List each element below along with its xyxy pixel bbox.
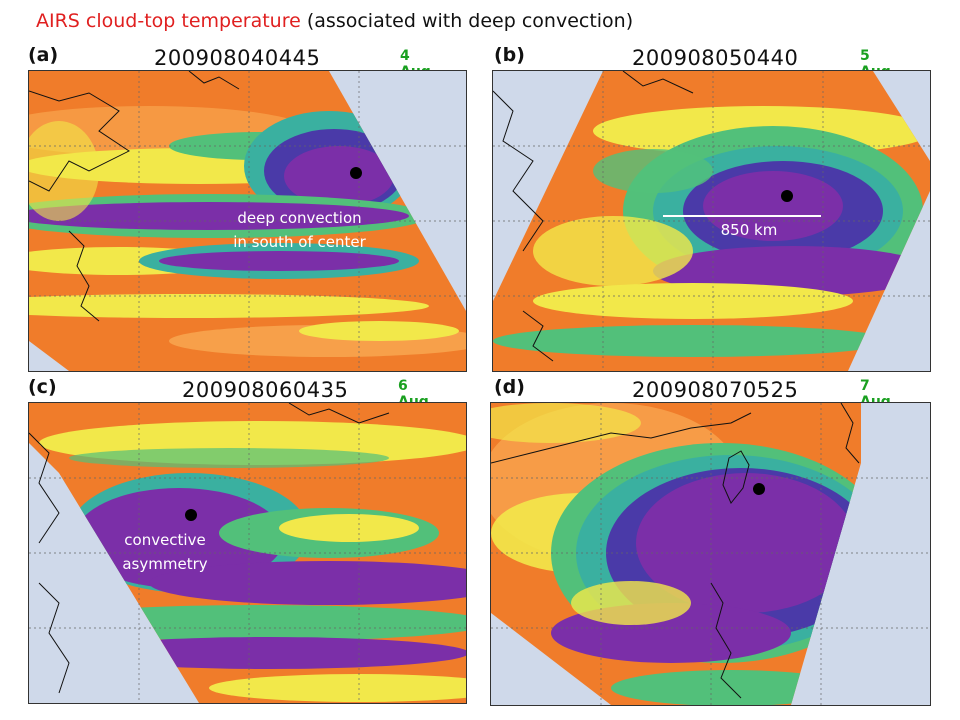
panel-timestamp: 200908070525	[632, 378, 799, 402]
panel-label: (b)	[494, 44, 525, 66]
annotation-convective-asymmetry: convective asymmetry	[98, 528, 232, 576]
annotation-deep-convection: deep convection in south of center	[212, 206, 387, 254]
figure-title: AIRS cloud-top temperature (associated w…	[36, 8, 633, 34]
panel-label: (a)	[28, 44, 59, 66]
annotation-850-km: 850 km	[720, 221, 778, 239]
title-red-part: AIRS cloud-top temperature	[36, 10, 301, 32]
annotation-line: asymmetry	[122, 555, 208, 573]
satellite-map	[28, 70, 467, 372]
panel-timestamp: 200908060435	[182, 378, 349, 402]
annotation-line: deep convection	[237, 209, 362, 227]
panel-label: (c)	[28, 376, 57, 398]
annotation-line: convective	[124, 531, 206, 549]
panel-timestamp: 200908040445	[154, 46, 321, 70]
satellite-map	[492, 70, 931, 372]
satellite-map	[490, 402, 931, 706]
panel-label: (d)	[494, 376, 525, 398]
annotation-line: in south of center	[233, 233, 366, 251]
title-black-part: (associated with deep convection)	[306, 10, 634, 32]
panel-timestamp: 200908050440	[632, 46, 799, 70]
satellite-map	[28, 402, 467, 704]
